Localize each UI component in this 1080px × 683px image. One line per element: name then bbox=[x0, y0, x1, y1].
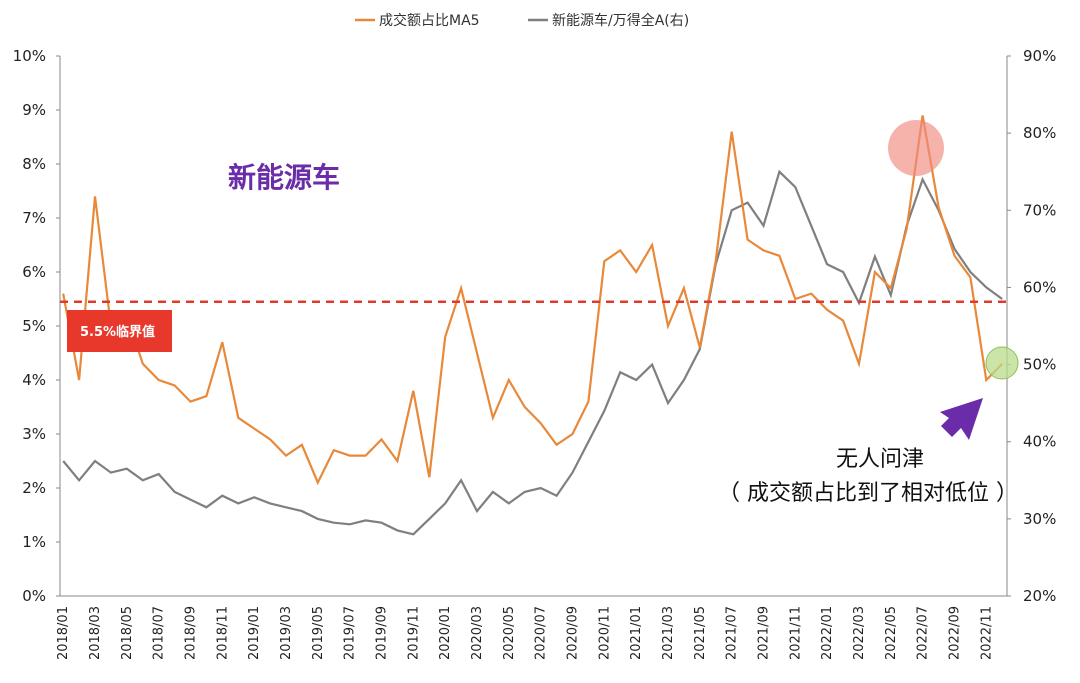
x-tick-label: 2018/01 bbox=[56, 606, 71, 660]
note-line-2: （ 成交额占比到了相对低位 ） bbox=[718, 481, 1018, 506]
series-line-orange bbox=[62, 115, 1003, 486]
x-tick-label: 2020/09 bbox=[565, 606, 580, 660]
series-line-gray bbox=[62, 169, 1003, 536]
left-tick-label: 2% bbox=[22, 479, 46, 497]
left-tick-label: 3% bbox=[22, 425, 46, 443]
x-tick-label: 2018/11 bbox=[215, 606, 230, 660]
x-tick-label: 2021/05 bbox=[693, 606, 708, 660]
right-tick-label: 80% bbox=[1023, 124, 1056, 142]
x-tick-label: 2019/07 bbox=[343, 606, 358, 660]
left-axis-ticks: 0% 1% 2% 3% 4% 5% 6% 7% 8% 9% 10% bbox=[13, 47, 60, 605]
right-tick-label: 30% bbox=[1023, 510, 1056, 528]
x-tick-label: 2022/01 bbox=[820, 606, 835, 660]
x-tick-label: 2019/01 bbox=[247, 606, 262, 660]
legend-label-orange: 成交额占比MA5 bbox=[379, 12, 480, 29]
x-tick-label: 2018/05 bbox=[120, 606, 135, 660]
x-tick-label: 2020/07 bbox=[534, 606, 549, 660]
left-tick-label: 9% bbox=[22, 101, 46, 119]
left-tick-label: 8% bbox=[22, 155, 46, 173]
threshold-tag-text: 5.5%临界值 bbox=[80, 324, 155, 340]
sector-title: 新能源车 bbox=[228, 161, 340, 194]
x-tick-label: 2022/07 bbox=[916, 606, 931, 660]
x-tick-label: 2022/03 bbox=[852, 606, 867, 660]
x-tick-label: 2020/11 bbox=[597, 606, 612, 660]
high-point-circle bbox=[888, 120, 944, 176]
x-tick-label: 2021/09 bbox=[756, 606, 771, 660]
left-tick-label: 1% bbox=[22, 533, 46, 551]
x-tick-label: 2019/09 bbox=[375, 606, 390, 660]
right-tick-label: 20% bbox=[1023, 587, 1056, 605]
left-tick-label: 0% bbox=[22, 587, 46, 605]
x-tick-label: 2021/11 bbox=[788, 606, 803, 660]
low-point-circle bbox=[985, 346, 1019, 380]
x-tick-label: 2018/03 bbox=[88, 606, 103, 660]
purple-arrow-icon bbox=[940, 398, 983, 440]
x-tick-label: 2021/01 bbox=[629, 606, 644, 660]
left-tick-label: 4% bbox=[22, 371, 46, 389]
x-tick-label: 2019/05 bbox=[311, 606, 326, 660]
left-tick-label: 10% bbox=[13, 47, 46, 65]
right-tick-label: 60% bbox=[1023, 278, 1056, 296]
left-tick-label: 5% bbox=[22, 317, 46, 335]
x-tick-label: 2020/03 bbox=[470, 606, 485, 660]
right-tick-label: 50% bbox=[1023, 356, 1056, 374]
x-tick-label: 2019/03 bbox=[279, 606, 294, 660]
right-axis-ticks: 20% 30% 40% 50% 60% 70% 80% 90% bbox=[1007, 47, 1056, 605]
threshold-tag-box bbox=[67, 310, 172, 352]
right-tick-label: 70% bbox=[1023, 201, 1056, 219]
x-tick-label: 2019/11 bbox=[406, 606, 421, 660]
note-line-1: 无人问津 bbox=[836, 447, 924, 472]
x-tick-label: 2022/11 bbox=[979, 606, 994, 660]
x-tick-label: 2020/01 bbox=[438, 606, 453, 660]
legend: 成交额占比MA5 新能源车/万得全A(右) bbox=[355, 12, 689, 29]
x-tick-label: 2020/05 bbox=[502, 606, 517, 660]
x-tick-label: 2018/09 bbox=[184, 606, 199, 660]
left-tick-label: 6% bbox=[22, 263, 46, 281]
x-tick-label: 2018/07 bbox=[152, 606, 167, 660]
legend-label-gray: 新能源车/万得全A(右) bbox=[552, 12, 689, 29]
right-tick-label: 90% bbox=[1023, 47, 1056, 65]
x-tick-label: 2021/07 bbox=[725, 606, 740, 660]
x-tick-label: 2021/03 bbox=[661, 606, 676, 660]
x-tick-label: 2022/09 bbox=[947, 606, 962, 660]
x-tick-label: 2022/05 bbox=[884, 606, 899, 660]
x-axis-ticks: 2018/01 2018/03 2018/05 2018/07 2018/09 2018/… bbox=[56, 606, 994, 660]
left-tick-label: 7% bbox=[22, 209, 46, 227]
right-tick-label: 40% bbox=[1023, 433, 1056, 451]
